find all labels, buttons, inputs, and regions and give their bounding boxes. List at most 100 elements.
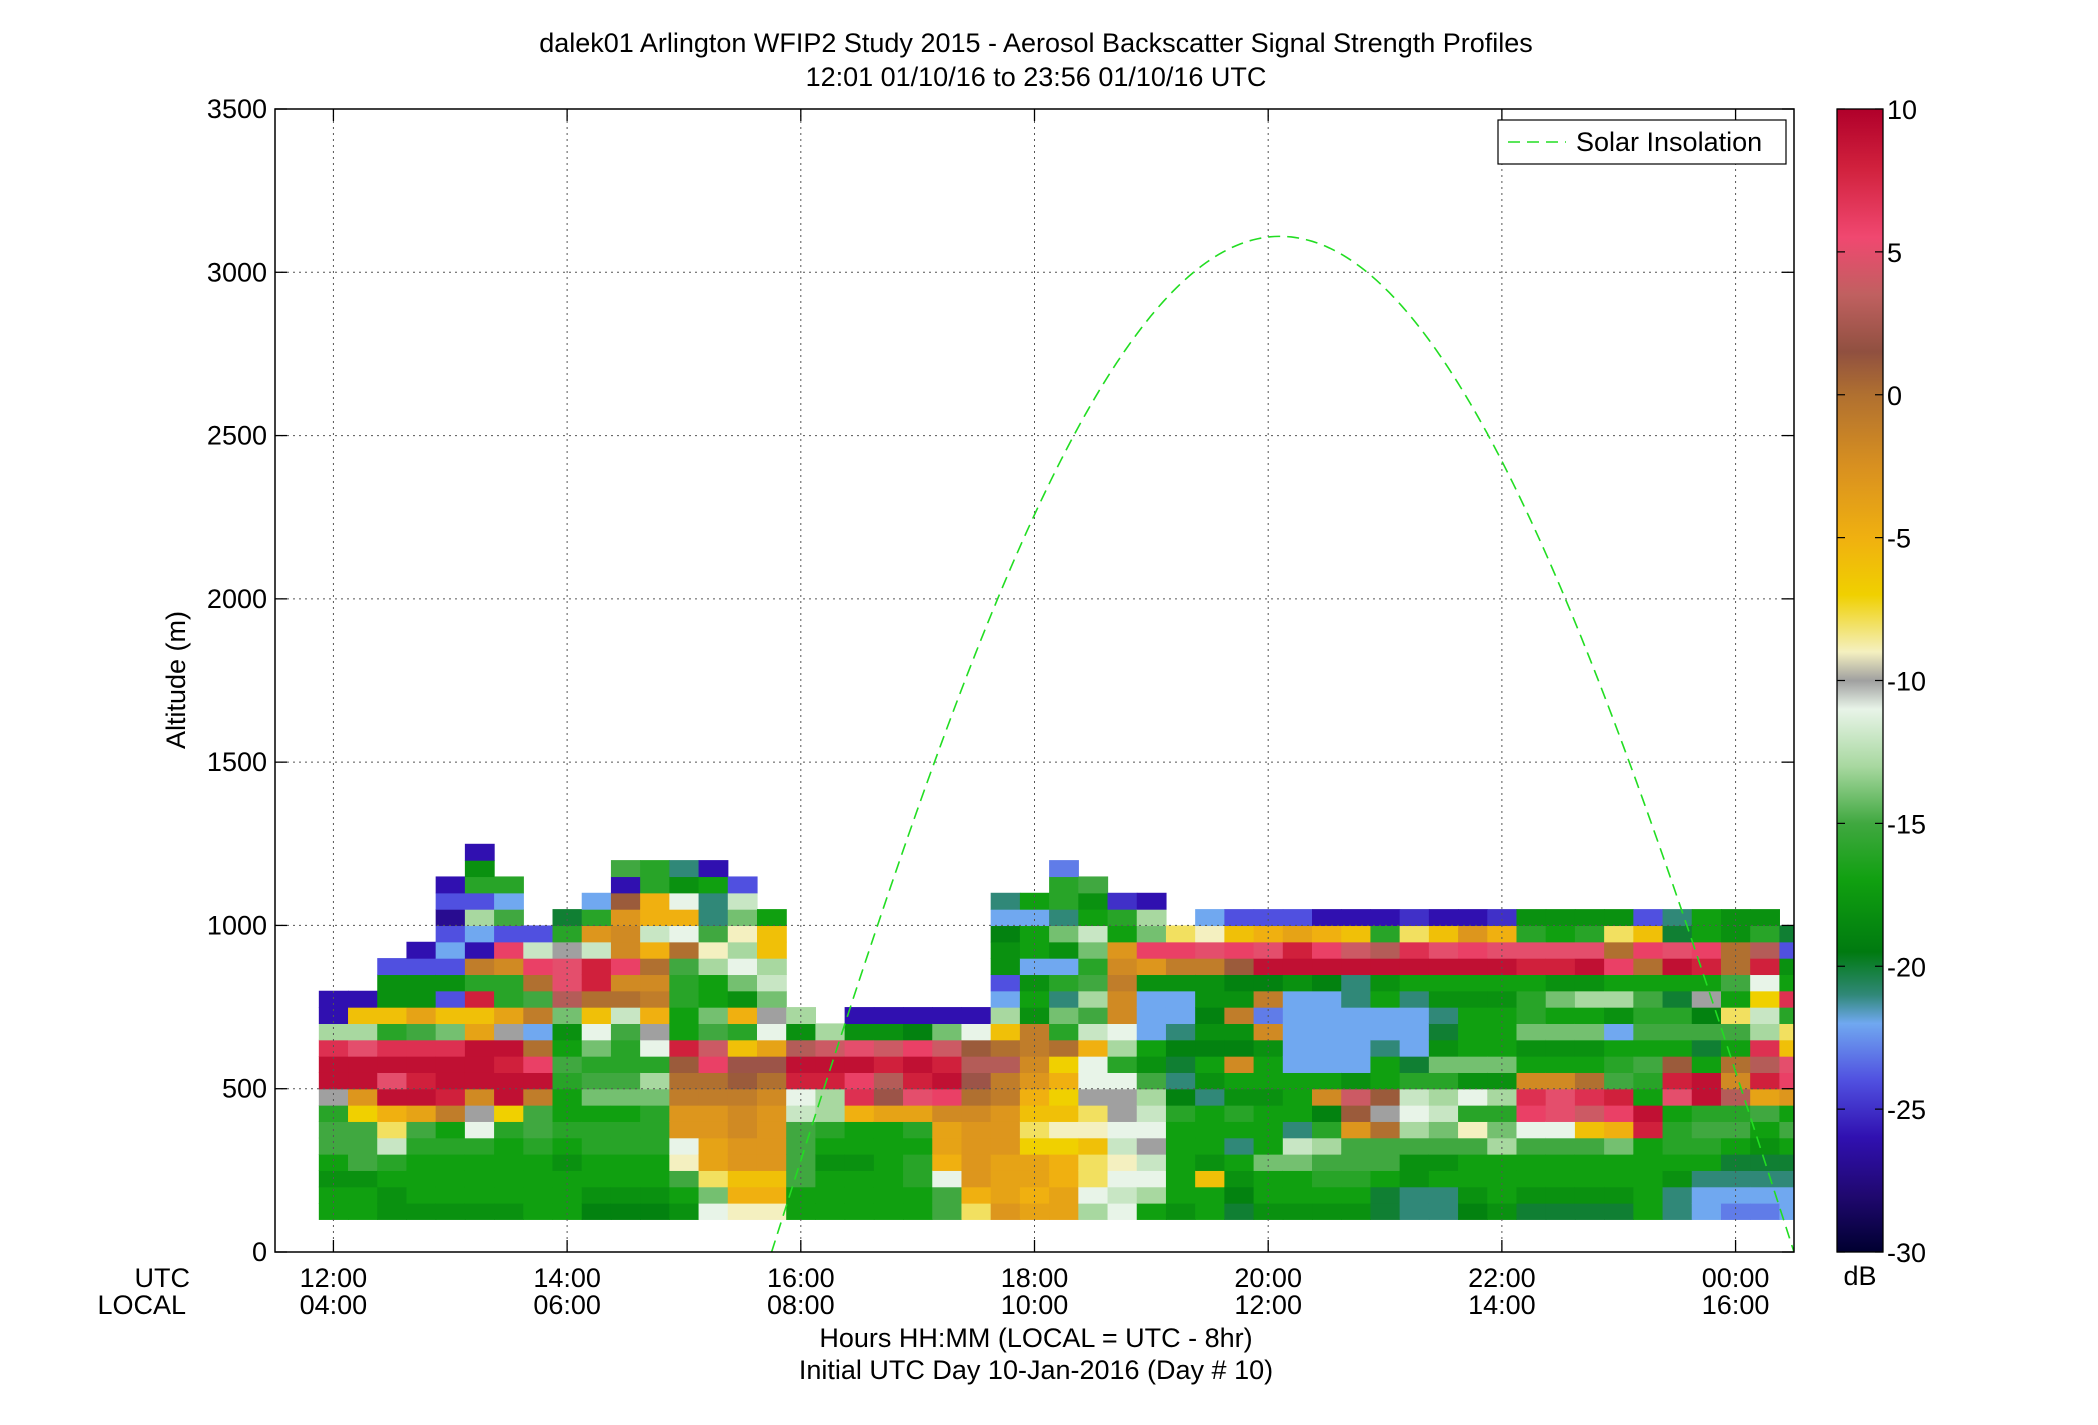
heatmap-cell [1224, 1137, 1255, 1155]
heatmap-cell [756, 1121, 787, 1139]
heatmap-cell [581, 1170, 612, 1188]
heatmap-cell [1750, 1039, 1780, 1057]
heatmap-cell [1428, 1088, 1459, 1106]
heatmap-cell [727, 1203, 758, 1220]
heatmap-cell [1049, 1203, 1079, 1220]
heatmap-cell [494, 1072, 524, 1090]
heatmap-cell [1224, 925, 1255, 943]
heatmap-cell [377, 1023, 408, 1041]
heatmap-cell [552, 958, 583, 976]
heatmap-cell [1312, 941, 1342, 959]
heatmap-cell [1165, 1023, 1196, 1041]
heatmap-cell [1633, 1023, 1664, 1041]
heatmap-cell [552, 1203, 583, 1220]
heatmap-cell [932, 1072, 963, 1090]
heatmap-cell [903, 1105, 933, 1122]
heatmap-cell [1078, 892, 1109, 910]
heatmap-cell [1253, 909, 1284, 927]
heatmap-cell [727, 1072, 758, 1090]
heatmap-cell [669, 958, 700, 976]
heatmap-cell [1458, 1170, 1488, 1188]
heatmap-cell [669, 1039, 700, 1057]
heatmap-cell [1487, 1137, 1518, 1155]
heatmap-cell [990, 941, 1021, 959]
heatmap-cell [610, 1088, 641, 1106]
heatmap-cell [1574, 974, 1605, 992]
heatmap-cell [1691, 1072, 1722, 1090]
heatmap-cell [1312, 990, 1342, 1008]
heatmap-cell [1370, 1088, 1401, 1106]
heatmap-cell [844, 1137, 875, 1155]
heatmap-cell [1750, 958, 1780, 976]
x-axis-label: Hours HH:MM (LOCAL = UTC - 8hr) [819, 1323, 1252, 1353]
heatmap-cell [552, 1137, 583, 1155]
heatmap-cell [1604, 909, 1634, 927]
heatmap-cell [1399, 1203, 1430, 1220]
heatmap-cell [1545, 974, 1576, 992]
heatmap-cell [1487, 1039, 1518, 1057]
heatmap-cell [1312, 974, 1342, 992]
heatmap-cell [1224, 1170, 1255, 1188]
heatmap-cell [1779, 925, 1794, 943]
heatmap-cell [786, 1072, 817, 1090]
heatmap-cell [1078, 1088, 1109, 1106]
heatmap-cell [1750, 974, 1780, 992]
heatmap-cell [698, 1203, 729, 1220]
heatmap-cell [1049, 1023, 1079, 1041]
heatmap-cell [698, 1170, 729, 1188]
heatmap-cell [1341, 1039, 1372, 1057]
heatmap-cell [1370, 1121, 1401, 1139]
heatmap-cell [990, 892, 1021, 910]
heatmap-cell [1691, 1170, 1722, 1188]
heatmap-cell [1282, 1039, 1313, 1057]
heatmap-cell [1136, 1072, 1167, 1090]
heatmap-cell [435, 1023, 466, 1041]
heatmap-cell [1458, 1137, 1488, 1155]
heatmap-cell [1312, 1023, 1342, 1041]
heatmap-cell [1399, 925, 1430, 943]
heatmap-cell [903, 1039, 933, 1057]
heatmap-cell [1516, 958, 1547, 976]
heatmap-cell [610, 892, 641, 910]
heatmap-cell [698, 1137, 729, 1155]
heatmap-cell [1195, 925, 1225, 943]
heatmap-cell [640, 909, 670, 927]
heatmap-cell [961, 1105, 992, 1122]
heatmap-cell [1750, 1121, 1780, 1139]
heatmap-cell [727, 958, 758, 976]
heatmap-cell [756, 974, 787, 992]
heatmap-cell [523, 1170, 554, 1188]
heatmap-cell [523, 958, 554, 976]
heatmap-cell [1750, 1023, 1780, 1041]
heatmap-cell [1633, 1039, 1664, 1057]
heatmap-cell [1195, 1007, 1225, 1024]
heatmap-cell [1428, 990, 1459, 1008]
heatmap-cell [698, 1105, 729, 1122]
heatmap-cell [1195, 1186, 1225, 1204]
heatmap-cell [464, 1170, 495, 1188]
heatmap-cell [1516, 974, 1547, 992]
heatmap-cell [406, 1121, 437, 1139]
heatmap-cell [756, 1072, 787, 1090]
heatmap-cell [1282, 1203, 1313, 1220]
heatmap-cell [844, 1170, 875, 1188]
heatmap-cell [1341, 1056, 1372, 1073]
heatmap-cell [844, 1088, 875, 1106]
heatmap-cell [961, 1072, 992, 1090]
heatmap-cell [961, 1088, 992, 1106]
heatmap-cell [1078, 876, 1109, 894]
heatmap-cell [698, 1154, 729, 1171]
heatmap-cell [1662, 1105, 1693, 1122]
heatmap-cell [1370, 909, 1401, 927]
heatmap-cell [610, 909, 641, 927]
x-tick-label-local: 04:00 [300, 1290, 368, 1320]
heatmap-cell [1750, 1007, 1780, 1024]
heatmap-cell [1049, 958, 1079, 976]
heatmap-cell [1633, 1137, 1664, 1155]
heatmap-cell [464, 925, 495, 943]
heatmap-cell [873, 1023, 904, 1041]
heatmap-cell [1604, 1088, 1634, 1106]
heatmap-cell [1107, 1056, 1138, 1073]
heatmap-cell [464, 1088, 495, 1106]
heatmap-cell [1720, 909, 1751, 927]
